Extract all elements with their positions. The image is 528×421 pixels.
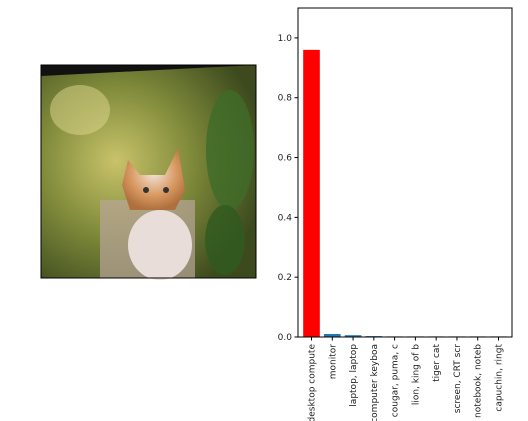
axes-frame [297, 7, 513, 338]
y-tick-label: 0.8 [278, 94, 293, 104]
photo [40, 64, 257, 280]
y-tick-label: 0.6 [278, 154, 293, 164]
x-tick-label: tiger cat [432, 344, 442, 382]
bar-chart: 0.0 0.2 0.4 0.6 0.8 1.0 desktop compute monitor… [278, 34, 507, 421]
x-tick-label: laptop, laptop [349, 344, 359, 407]
bar [323, 334, 341, 337]
x-tick-label: capuchin, ringt [494, 344, 504, 412]
x-tick-label: notebook, noteb [474, 344, 484, 418]
x-tick-label: screen, CRT scr [453, 344, 463, 414]
y-tick-label: 1.0 [278, 34, 293, 44]
y-tick-label: 0.0 [278, 333, 293, 343]
y-tick-label: 0.4 [278, 213, 293, 223]
bar [344, 335, 362, 337]
bar [303, 49, 320, 337]
x-tick-label: computer keyboa [370, 344, 380, 421]
x-tick-label: lion, king of b [411, 344, 421, 405]
x-tick-label: cougar, puma, c [391, 344, 401, 417]
y-tick-label: 0.2 [278, 273, 292, 283]
x-tick-label: monitor [328, 344, 338, 380]
x-tick-label: desktop compute [308, 344, 318, 421]
